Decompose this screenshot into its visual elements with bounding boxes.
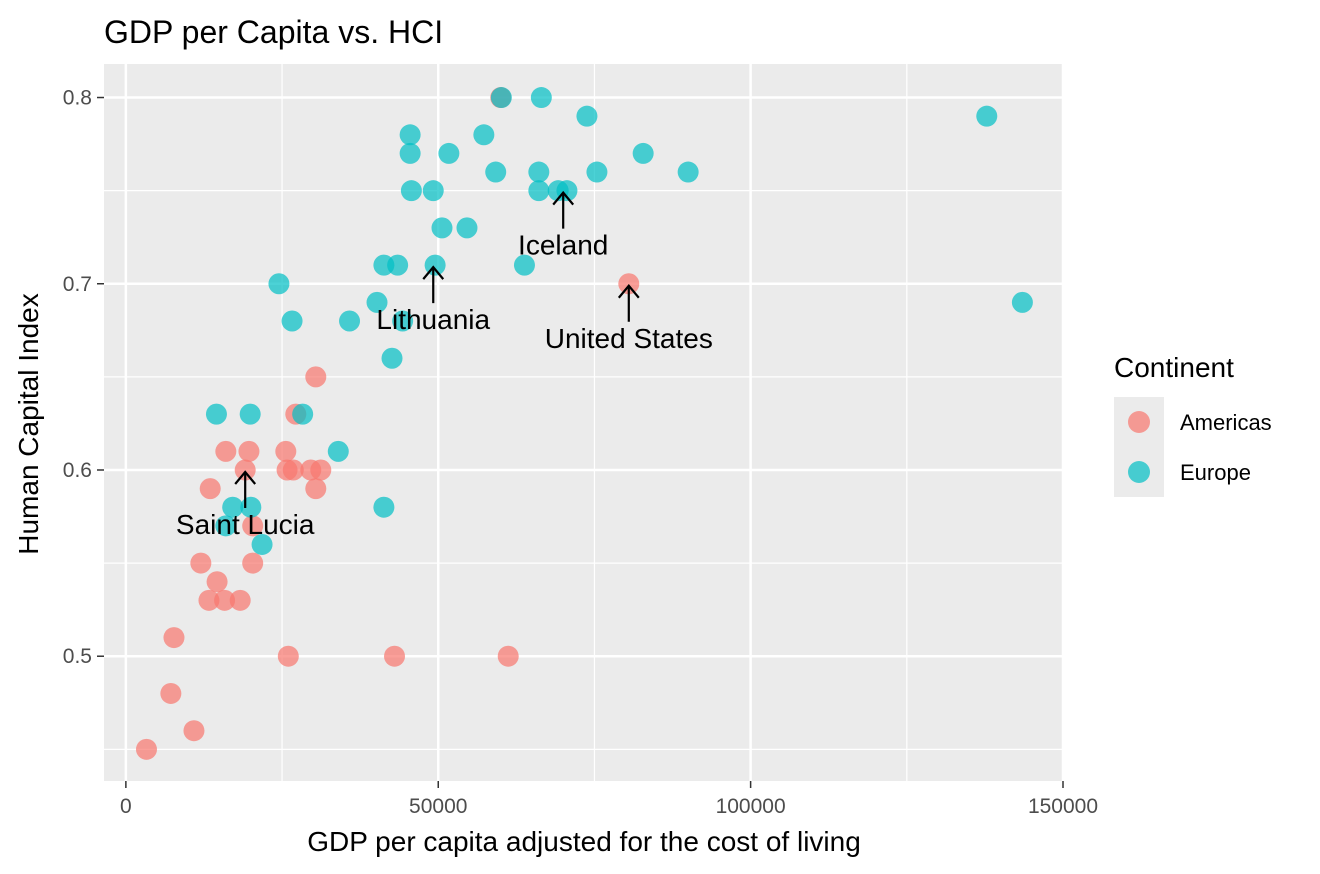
data-point-europe <box>422 180 444 202</box>
data-point-americas <box>234 459 256 481</box>
y-tick-label: 0.7 <box>63 273 92 296</box>
data-point-europe <box>438 142 460 164</box>
data-point-europe <box>586 161 608 183</box>
legend-swatch <box>1128 411 1150 433</box>
y-tick-label: 0.8 <box>63 87 92 110</box>
data-point-europe <box>387 254 409 276</box>
legend-entry-europe: Europe <box>1114 447 1251 497</box>
data-point-europe <box>222 496 244 518</box>
y-axis-title: Human Capital Index <box>13 293 44 554</box>
data-point-europe <box>400 180 422 202</box>
data-point-americas <box>199 478 221 500</box>
data-point-americas <box>135 738 157 760</box>
annotation-arrowhead <box>552 190 575 206</box>
annotation-arrowhead <box>234 470 257 485</box>
data-point-europe <box>576 105 598 127</box>
data-point-europe <box>399 142 421 164</box>
data-point-americas <box>275 440 297 462</box>
x-tick-label: 0 <box>120 795 132 818</box>
legend-label: Americas <box>1180 410 1272 435</box>
data-point-americas <box>305 366 327 388</box>
y-tick-label: 0.6 <box>63 459 92 482</box>
data-point-europe <box>327 440 349 462</box>
annotation-arrowhead <box>422 265 445 280</box>
annotations: Iceland Lithuania United States Saint Lucia <box>176 190 713 540</box>
legend-label: Europe <box>1180 460 1251 485</box>
annotation-label: United States <box>545 323 713 354</box>
plot-panel <box>104 64 1063 781</box>
data-point-americas <box>160 682 182 704</box>
data-point-americas <box>190 552 212 574</box>
y-tick-label: 0.5 <box>63 645 92 668</box>
data-point-europe <box>399 124 421 146</box>
data-point-europe <box>215 515 237 537</box>
minor-gridlines <box>104 64 1063 781</box>
annotation-united-states: United States <box>545 284 713 354</box>
data-point-europe <box>632 142 654 164</box>
data-point-europe <box>431 217 453 239</box>
data-point-americas <box>277 645 299 667</box>
data-point-americas <box>282 459 304 481</box>
y-axis: 0.5 0.6 0.7 0.8 <box>63 87 104 668</box>
data-point-europe <box>530 87 552 109</box>
data-point-americas <box>242 552 264 574</box>
x-axis-title: GDP per capita adjusted for the cost of … <box>307 826 861 857</box>
legend-title: Continent <box>1114 352 1234 383</box>
legend: Continent Americas Europe <box>1114 352 1272 497</box>
data-point-europe <box>239 403 261 425</box>
data-point-americas <box>618 273 640 295</box>
data-point-europe <box>473 124 495 146</box>
data-point-europe <box>366 291 388 313</box>
data-point-americas <box>310 459 332 481</box>
annotation-label: Saint Lucia <box>176 509 315 540</box>
legend-swatch <box>1128 461 1150 483</box>
data-point-europe <box>373 496 395 518</box>
annotation-arrowhead <box>617 284 640 299</box>
data-point-americas <box>198 589 220 611</box>
data-point-europe <box>339 310 361 332</box>
data-point-europe <box>205 403 227 425</box>
data-point-americas <box>215 440 237 462</box>
x-tick-label: 150000 <box>1028 795 1098 818</box>
data-point-americas <box>497 645 519 667</box>
data-point-europe <box>1011 291 1033 313</box>
annotation-lithuania: Lithuania <box>376 265 491 335</box>
data-point-europe <box>485 161 507 183</box>
annotation-saint-lucia: Saint Lucia <box>176 470 315 540</box>
data-point-americas <box>183 720 205 742</box>
data-point-europe <box>281 310 303 332</box>
data-point-americas <box>384 645 406 667</box>
data-point-americas <box>214 589 236 611</box>
data-point-europe <box>268 273 290 295</box>
data-point-europe <box>677 161 699 183</box>
annotation-label: Lithuania <box>376 304 490 335</box>
data-point-europe <box>528 161 550 183</box>
data-point-europe <box>513 254 535 276</box>
data-point-americas <box>242 515 264 537</box>
x-axis: 0 50000 100000 150000 <box>120 781 1098 818</box>
data-point-americas <box>163 627 185 649</box>
data-point-europe <box>490 87 512 109</box>
data-point-europe <box>381 347 403 369</box>
chart-title: GDP per Capita vs. HCI <box>104 14 443 50</box>
x-tick-label: 100000 <box>716 795 786 818</box>
data-point-americas <box>238 440 260 462</box>
data-point-europe <box>292 403 314 425</box>
annotation-iceland: Iceland <box>518 190 608 261</box>
data-point-americas <box>305 478 327 500</box>
data-point-europe <box>528 180 550 202</box>
data-point-americas <box>229 589 251 611</box>
annotation-label: Iceland <box>518 230 608 261</box>
data-point-americas <box>206 571 228 593</box>
data-point-europe <box>251 533 273 555</box>
data-point-europe <box>392 310 414 332</box>
data-point-europe <box>976 105 998 127</box>
data-point-europe <box>456 217 478 239</box>
legend-entry-americas: Americas <box>1114 397 1272 447</box>
x-tick-label: 50000 <box>409 795 467 818</box>
